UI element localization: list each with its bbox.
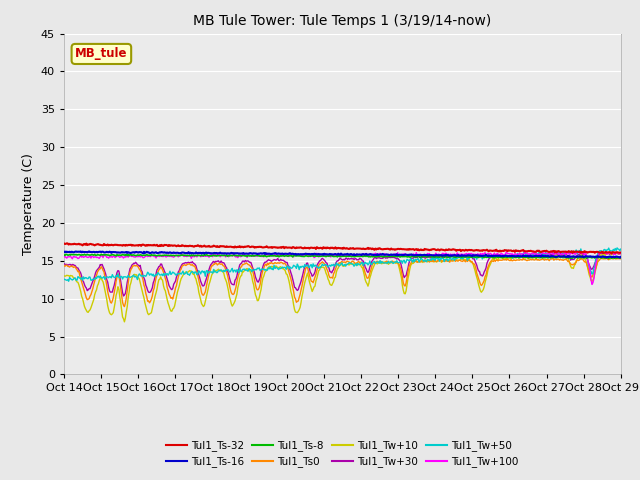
Text: MB_tule: MB_tule	[75, 48, 127, 60]
Y-axis label: Temperature (C): Temperature (C)	[22, 153, 35, 255]
Title: MB Tule Tower: Tule Temps 1 (3/19/14-now): MB Tule Tower: Tule Temps 1 (3/19/14-now…	[193, 14, 492, 28]
Legend: Tul1_Ts-32, Tul1_Ts-16, Tul1_Ts-8, Tul1_Ts0, Tul1_Tw+10, Tul1_Tw+30, Tul1_Tw+50,: Tul1_Ts-32, Tul1_Ts-16, Tul1_Ts-8, Tul1_…	[162, 436, 523, 471]
